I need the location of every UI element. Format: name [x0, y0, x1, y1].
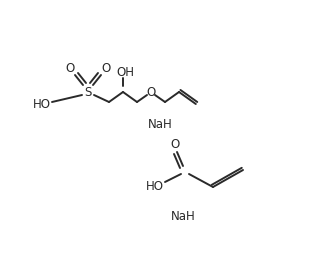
Text: O: O [170, 137, 180, 150]
Text: S: S [84, 86, 92, 99]
Text: OH: OH [116, 65, 134, 78]
Text: HO: HO [146, 181, 164, 194]
Text: NaH: NaH [170, 211, 195, 224]
Text: NaH: NaH [148, 119, 172, 132]
Text: O: O [66, 61, 74, 75]
Text: O: O [146, 86, 156, 99]
Text: O: O [101, 61, 111, 75]
Text: HO: HO [33, 98, 51, 111]
